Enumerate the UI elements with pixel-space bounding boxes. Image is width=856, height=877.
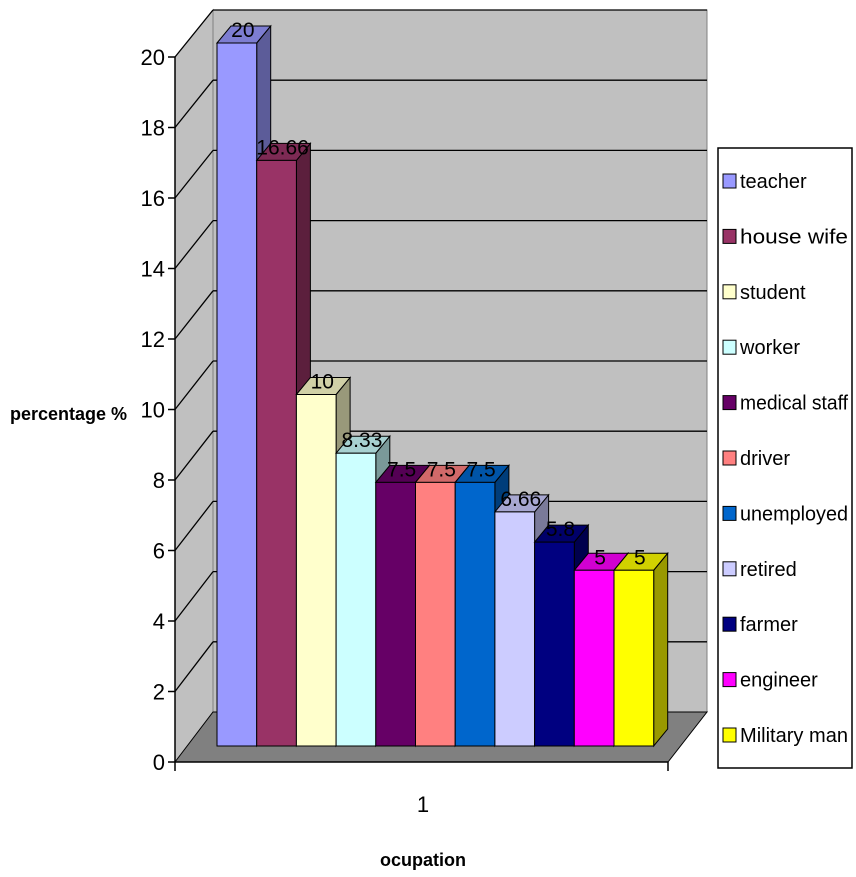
x-axis-label: ocupation [380,850,466,870]
y-tick-label: 20 [141,45,165,70]
legend-item: worker [722,337,800,359]
legend-swatch [722,173,737,189]
y-tick-label: 12 [141,327,165,352]
legend-label: unemployed [740,503,848,525]
legend-swatch [722,395,737,411]
legend-label: worker [739,337,800,359]
legend-label: retired [740,559,797,581]
y-tick-labels: 0 2 4 6 8 10 12 14 16 18 20 [141,45,165,775]
data-label: 16.66 [256,136,309,159]
legend-label: Military man [740,725,848,747]
data-label: 7.5 [466,458,495,481]
legend-label: house wife [740,226,848,248]
legend-item: house wife [722,226,848,248]
gridline-side [174,360,214,410]
gridline-side [174,149,214,199]
legend-label: farmer [740,614,798,636]
legend-swatch [722,727,737,743]
legend-item: unemployed [722,503,848,525]
bar-front [415,481,456,747]
legend-swatch [722,284,737,300]
y-tick-label: 16 [141,186,165,211]
y-tick-label: 4 [153,609,165,634]
data-label: 20 [231,19,254,42]
y-tick-label: 18 [141,116,165,141]
gridline-side [174,641,214,692]
legend-label: engineer [740,670,818,692]
legend-box [717,147,853,769]
bar-front [534,541,575,747]
y-tick-label: 0 [153,750,165,775]
data-label: 7.5 [387,458,416,481]
legend-item: medical staff [722,393,848,415]
legend-swatch [722,616,737,632]
legend-item: teacher [722,171,807,193]
bar-side [653,551,669,748]
bar-front [454,481,496,747]
bar-front [494,511,536,747]
data-label: 5 [594,546,606,569]
data-label: 5 [634,546,646,569]
data-label: 7.5 [427,458,456,481]
legend-swatch [722,228,737,244]
bar-front [256,159,297,747]
legend-label: teacher [740,171,807,193]
legend-item: retired [722,559,797,581]
y-tick-label: 8 [153,468,165,493]
bar-front [613,569,655,747]
gridline-side [174,290,214,340]
bar-military-man [612,551,669,748]
data-label: 8.33 [342,429,383,452]
legend-label: student [740,282,806,304]
legend-item: driver [722,448,790,470]
bar-front [216,42,258,747]
bar-front [335,452,377,747]
y-axis-label: percentage % [10,404,127,424]
y-tick-label: 14 [141,257,165,282]
data-label: 6.66 [500,488,541,511]
gridline-side [174,9,214,58]
y-tick-label: 10 [141,398,165,423]
legend-swatch [722,672,737,688]
bar-front [573,569,615,747]
gridline-side [174,79,214,128]
y-tick-label: 6 [153,539,165,564]
data-label: 10 [311,371,334,394]
legend-item: engineer [722,670,818,692]
gridline-side [174,501,214,551]
x-tick-label: 1 [417,792,429,817]
legend: teacher house wife student worker medical st… [717,147,853,769]
legend-item: student [722,282,806,304]
bar-front [375,481,416,747]
legend-swatch [722,561,737,577]
data-label: 5.8 [546,518,575,541]
legend-item: Military man [722,725,848,747]
gridline-side [174,571,214,622]
legend-swatch [722,339,737,355]
axes [168,56,669,771]
bar-front [295,394,337,747]
legend-label: medical staff [740,393,848,415]
legend-item: farmer [722,614,798,636]
bars [215,24,669,748]
y-tick-label: 2 [153,680,165,705]
legend-swatch [722,505,737,521]
legend-swatch [722,450,737,466]
legend-label: driver [740,448,790,470]
gridline-side [174,430,214,481]
gridline-side [174,220,214,269]
